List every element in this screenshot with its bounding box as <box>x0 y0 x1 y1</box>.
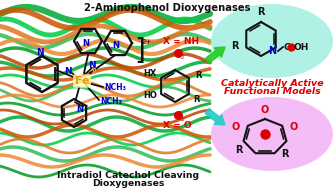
Text: OH: OH <box>293 43 309 51</box>
Text: R: R <box>281 149 288 159</box>
Text: R: R <box>257 7 265 17</box>
Text: 2+: 2+ <box>142 39 152 45</box>
Text: R: R <box>231 41 239 51</box>
Text: O: O <box>232 122 240 132</box>
Text: Dioxygenases: Dioxygenases <box>92 179 164 188</box>
Text: II: II <box>91 67 97 76</box>
Text: X = NH: X = NH <box>163 36 199 46</box>
Text: HX: HX <box>144 68 157 77</box>
Text: C: C <box>283 43 290 51</box>
Text: ]: ] <box>134 37 145 65</box>
Ellipse shape <box>211 97 333 171</box>
Text: O: O <box>290 122 298 132</box>
Text: N: N <box>113 40 120 50</box>
Text: 2-Aminophenol Dioxygenases: 2-Aminophenol Dioxygenases <box>84 3 250 13</box>
Text: NCH₃: NCH₃ <box>104 83 126 91</box>
Text: R: R <box>195 71 201 81</box>
Text: 2: 2 <box>181 55 185 60</box>
Text: N: N <box>36 48 44 57</box>
Text: 2: 2 <box>181 117 185 122</box>
FancyArrow shape <box>205 47 225 63</box>
Ellipse shape <box>211 4 333 78</box>
Text: R: R <box>236 145 243 155</box>
Text: N: N <box>76 105 83 115</box>
Text: Functional Models: Functional Models <box>224 87 320 95</box>
FancyArrow shape <box>205 109 225 125</box>
Text: N: N <box>82 39 89 47</box>
Text: Fe: Fe <box>75 76 89 86</box>
Text: Intradiol Catechol Cleaving: Intradiol Catechol Cleaving <box>57 171 199 180</box>
Text: Catalytically Active: Catalytically Active <box>221 78 323 88</box>
Text: NCH₃: NCH₃ <box>100 97 122 105</box>
Text: O: O <box>261 105 269 115</box>
Text: HO: HO <box>143 91 157 99</box>
Text: N: N <box>268 46 276 56</box>
Text: N: N <box>88 60 96 70</box>
Text: N: N <box>64 67 72 75</box>
Text: R: R <box>193 94 200 104</box>
Text: X = O: X = O <box>163 122 192 130</box>
